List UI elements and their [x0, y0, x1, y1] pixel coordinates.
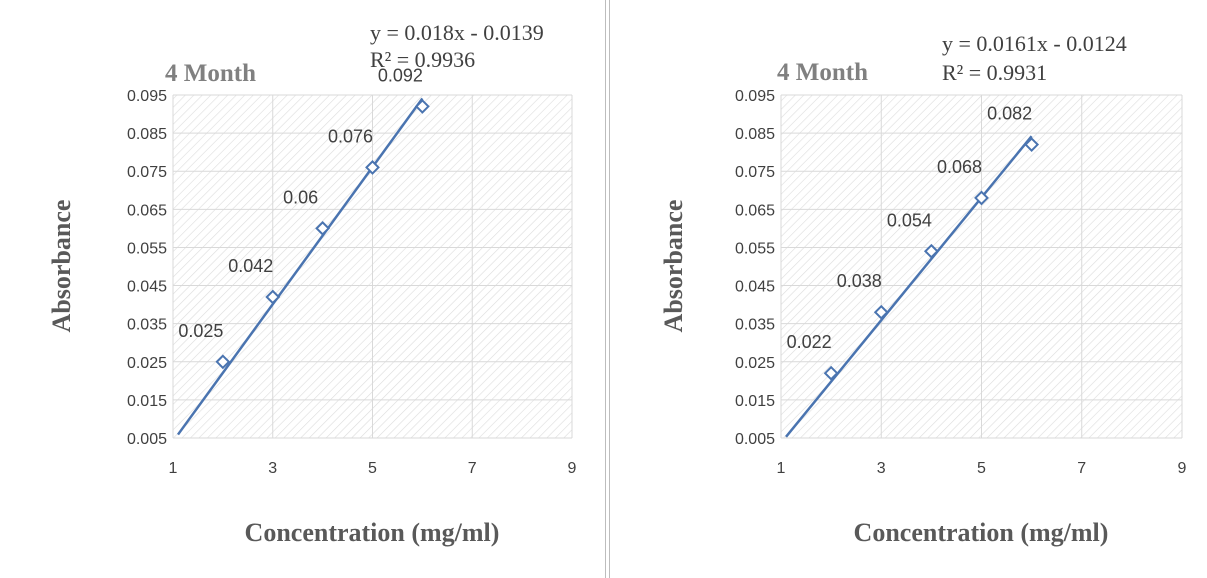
panel-divider [609, 0, 610, 578]
trendline [176, 97, 424, 436]
x-tick-label: 1 [169, 460, 178, 477]
x-tick-label: 5 [368, 460, 377, 477]
data-point-marker [215, 354, 231, 370]
data-point-marker [974, 190, 989, 206]
trendline-equation: y = 0.018x - 0.0139 [370, 20, 544, 45]
chart-panel-right: 0.005 0.015 0.025 0.035 0.045 0.055 0.065 0.075… [610, 0, 1207, 578]
x-tick-label: 3 [877, 460, 886, 477]
x-axis-label: Concentration (mg/ml) [854, 518, 1109, 547]
y-tick-label: 0.025 [735, 355, 775, 372]
x-tick-label: 7 [1077, 460, 1086, 477]
data-label: 0.06 [283, 187, 318, 207]
y-axis-label: Absorbance [659, 200, 688, 333]
y-tick-label: 0.015 [735, 393, 775, 410]
data-label: 0.025 [178, 321, 223, 341]
y-tick-label: 0.055 [127, 240, 167, 257]
data-label: 0.038 [837, 271, 882, 291]
chart-svg: 0.005 0.015 0.025 0.035 0.045 0.055 0.065 0.075… [659, 31, 1187, 547]
chart-svg: 0.0050.0150.0250.0350.0450.0550.0650.075… [47, 20, 577, 547]
y-tick-label: 0.055 [735, 240, 775, 257]
data-label: 0.042 [228, 256, 273, 276]
data-label: 0.082 [987, 104, 1032, 124]
y-tick-label: 0.005 [127, 431, 167, 448]
x-tick-label: 9 [1178, 460, 1187, 477]
data-point-marker [365, 159, 380, 175]
y-tick-label: 0.025 [127, 355, 167, 372]
x-tick-label: 3 [268, 460, 277, 477]
data-point-marker [414, 99, 430, 114]
y-tick-label: 0.035 [735, 317, 775, 334]
data-label: 0.054 [887, 210, 932, 230]
data-label: 0.022 [787, 332, 832, 352]
y-tick-label: 0.075 [127, 164, 167, 181]
data-label: 0.092 [378, 65, 423, 85]
y-tick-label: 0.095 [735, 88, 775, 105]
y-tick-label: 0.085 [735, 126, 775, 143]
y-tick-label: 0.075 [735, 164, 775, 181]
x-tick-label: 7 [468, 460, 477, 477]
r-squared-label: R² = 0.9936 [370, 47, 475, 72]
panel-divider [605, 0, 606, 578]
data-point-marker [823, 365, 839, 381]
y-tick-label: 0.095 [127, 88, 167, 105]
y-tick-label: 0.045 [735, 279, 775, 296]
chart-title: 4 Month [777, 59, 868, 86]
data-label: 0.068 [937, 157, 982, 177]
data-point-marker [1024, 137, 1040, 152]
data-point-marker [923, 243, 939, 259]
y-tick-label: 0.065 [127, 202, 167, 219]
x-tick-label: 5 [977, 460, 986, 477]
y-tick-label: 0.085 [127, 126, 167, 143]
y-tick-label: 0.015 [127, 393, 167, 410]
y-tick-label: 0.035 [127, 317, 167, 334]
x-tick-label: 9 [568, 460, 577, 477]
data-label: 0.076 [328, 126, 373, 146]
data-point-marker [873, 304, 889, 320]
data-point-marker [265, 289, 281, 305]
chart-panel-left: 0.005 0.015 0.025 0.035 0.045 0.055 0.065 0.075… [47, 20, 577, 547]
y-tick-label: 0.045 [127, 279, 167, 296]
r-squared-label: R² = 0.9931 [942, 60, 1047, 85]
chart-title: 4 Month [165, 60, 256, 87]
y-axis-label: Absorbance [47, 200, 76, 333]
trendline-equation: y = 0.0161x - 0.0124 [942, 31, 1127, 56]
y-tick-label: 0.005 [735, 431, 775, 448]
x-axis-label: Concentration (mg/ml) [245, 518, 500, 547]
data-point-marker [315, 220, 331, 236]
x-tick-label: 1 [777, 460, 786, 477]
trendline [785, 135, 1033, 438]
y-tick-label: 0.065 [735, 202, 775, 219]
